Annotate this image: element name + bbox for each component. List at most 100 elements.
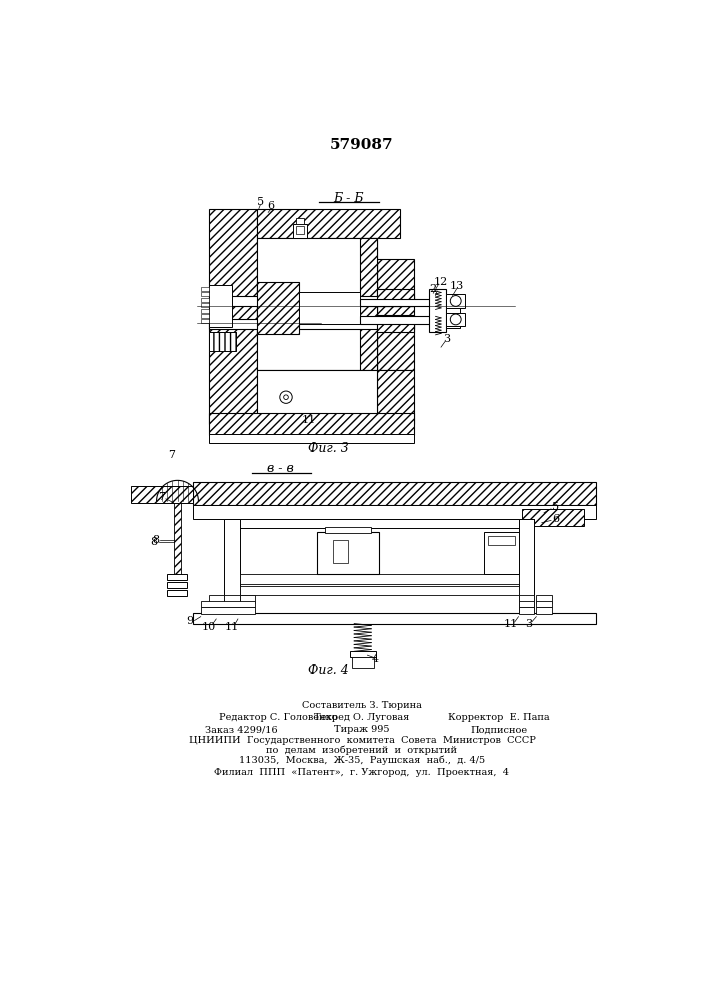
Text: Подписное: Подписное <box>471 725 527 734</box>
Text: 9: 9 <box>187 615 194 626</box>
Bar <box>209 209 257 424</box>
Bar <box>446 312 465 326</box>
Text: 4: 4 <box>372 654 379 664</box>
Bar <box>257 282 299 334</box>
Bar <box>257 238 377 370</box>
Bar <box>201 303 209 307</box>
Bar <box>446 296 460 328</box>
Text: по  делам  изобретений  и  открытий: по делам изобретений и открытий <box>267 746 457 755</box>
Bar <box>488 536 515 545</box>
Bar <box>209 413 414 435</box>
Bar <box>209 319 414 329</box>
Text: Составитель З. Тюрина: Составитель З. Тюрина <box>302 701 422 710</box>
Bar <box>377 370 414 424</box>
Bar <box>360 299 437 306</box>
Text: 12: 12 <box>434 277 448 287</box>
Bar <box>209 342 235 349</box>
Bar <box>537 601 552 607</box>
Text: Редактор С. Головенко: Редактор С. Головенко <box>218 713 337 722</box>
Bar <box>377 259 414 370</box>
Text: 113035,  Москва,  Ж-35,  Раушская  наб.,  д. 4/5: 113035, Москва, Ж-35, Раушская наб., д. … <box>239 756 485 765</box>
Polygon shape <box>156 480 199 501</box>
Bar <box>518 607 534 614</box>
Bar <box>537 607 552 614</box>
Bar <box>296 218 304 224</box>
Text: 7: 7 <box>168 450 175 460</box>
Bar <box>174 501 182 578</box>
Text: 5: 5 <box>552 502 559 512</box>
Bar <box>352 657 373 668</box>
Bar <box>240 586 518 595</box>
Bar <box>279 424 296 435</box>
Bar <box>201 314 209 318</box>
Bar <box>518 519 534 622</box>
Bar <box>168 582 187 588</box>
Bar <box>317 424 332 435</box>
Bar <box>537 595 552 603</box>
Bar <box>240 574 518 584</box>
Bar <box>209 413 243 424</box>
Bar <box>224 595 240 603</box>
Text: 7: 7 <box>158 492 165 502</box>
Text: 3: 3 <box>443 334 450 344</box>
Bar <box>349 651 376 657</box>
Text: 3: 3 <box>525 619 532 629</box>
Bar <box>332 540 348 563</box>
Bar <box>261 424 279 435</box>
Text: Техред О. Луговая: Техред О. Луговая <box>315 713 409 722</box>
Bar <box>201 309 209 312</box>
Bar <box>240 595 255 603</box>
Bar <box>299 292 360 324</box>
Bar <box>193 482 596 505</box>
Bar <box>301 424 317 435</box>
Text: 11: 11 <box>225 622 239 632</box>
Text: 8: 8 <box>152 535 159 545</box>
Bar <box>296 226 304 234</box>
Bar <box>360 316 437 324</box>
Text: 10: 10 <box>201 622 216 632</box>
Bar <box>209 595 224 603</box>
Bar <box>174 501 182 578</box>
Bar <box>209 332 235 341</box>
Bar <box>201 292 209 296</box>
Bar <box>209 285 232 327</box>
Bar <box>352 424 369 435</box>
Bar <box>429 289 446 332</box>
Bar <box>293 224 307 238</box>
Text: 11: 11 <box>503 619 518 629</box>
Text: Б - Б: Б - Б <box>333 192 363 205</box>
Bar <box>209 424 243 435</box>
Bar <box>518 601 534 607</box>
Bar <box>209 332 235 351</box>
Bar <box>446 294 465 308</box>
Text: 5: 5 <box>257 197 264 207</box>
Bar <box>201 601 255 607</box>
Text: в - в: в - в <box>267 462 294 475</box>
Bar <box>377 289 414 306</box>
Text: 6: 6 <box>268 201 275 211</box>
Bar <box>209 296 414 306</box>
Bar <box>257 209 400 238</box>
Bar <box>193 505 596 519</box>
Bar <box>201 287 209 291</box>
Text: Фиг. 3: Фиг. 3 <box>308 442 349 455</box>
Bar <box>224 519 534 528</box>
Text: Корректор  Е. Папа: Корректор Е. Папа <box>448 713 550 722</box>
Text: Заказ 4299/16: Заказ 4299/16 <box>204 725 277 734</box>
Bar <box>201 607 255 614</box>
Bar <box>201 319 209 323</box>
Text: 11: 11 <box>302 415 316 425</box>
Bar <box>168 590 187 596</box>
Bar <box>484 532 518 574</box>
Bar <box>360 238 377 370</box>
Bar <box>325 527 371 533</box>
Text: 579087: 579087 <box>330 138 394 152</box>
Bar <box>168 574 187 580</box>
Bar <box>224 613 534 622</box>
Bar <box>193 613 596 624</box>
Bar <box>522 509 585 526</box>
Text: 2: 2 <box>430 284 437 294</box>
Bar <box>518 595 534 603</box>
Bar <box>377 315 414 332</box>
Text: Фиг. 4: Фиг. 4 <box>308 664 349 677</box>
